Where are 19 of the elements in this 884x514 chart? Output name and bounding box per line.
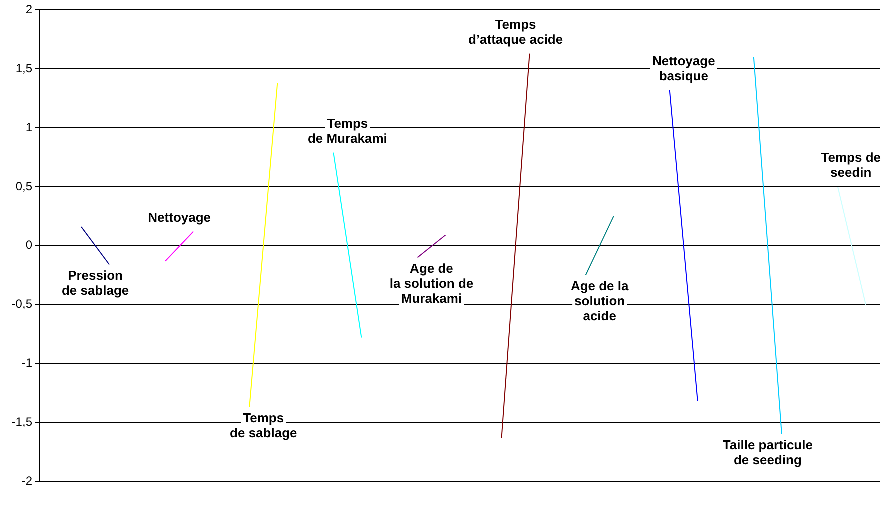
y-tick-label: 2 — [26, 2, 33, 17]
series-label: Taille particule de seeding — [722, 438, 813, 468]
y-tick-label: 0 — [26, 238, 33, 252]
text: Age de la solution de Murakami — [390, 260, 474, 306]
y-tick-label: -1,5 — [12, 414, 33, 429]
series-label: Temps de sablage — [230, 410, 298, 440]
y-tick-label: -2 — [22, 474, 33, 488]
series-label: Temps de seedin — [821, 150, 881, 180]
y-tick-label: 1,5 — [16, 61, 33, 76]
y-tick-label: -1 — [22, 356, 33, 370]
series-label: Nettoyage — [148, 210, 212, 225]
y-tick-label: -0,5 — [12, 297, 33, 312]
y-tick-label: 0,5 — [16, 179, 33, 194]
text: Temps de Murakami — [308, 116, 388, 146]
series-label: Pression de sablage — [62, 268, 130, 298]
series-label: Age de la solution acide — [570, 278, 630, 324]
y-tick-label: 1 — [26, 120, 33, 134]
series-label: Nettoyage basique — [652, 53, 716, 84]
text: Temps d’attaque acide — [468, 16, 564, 47]
